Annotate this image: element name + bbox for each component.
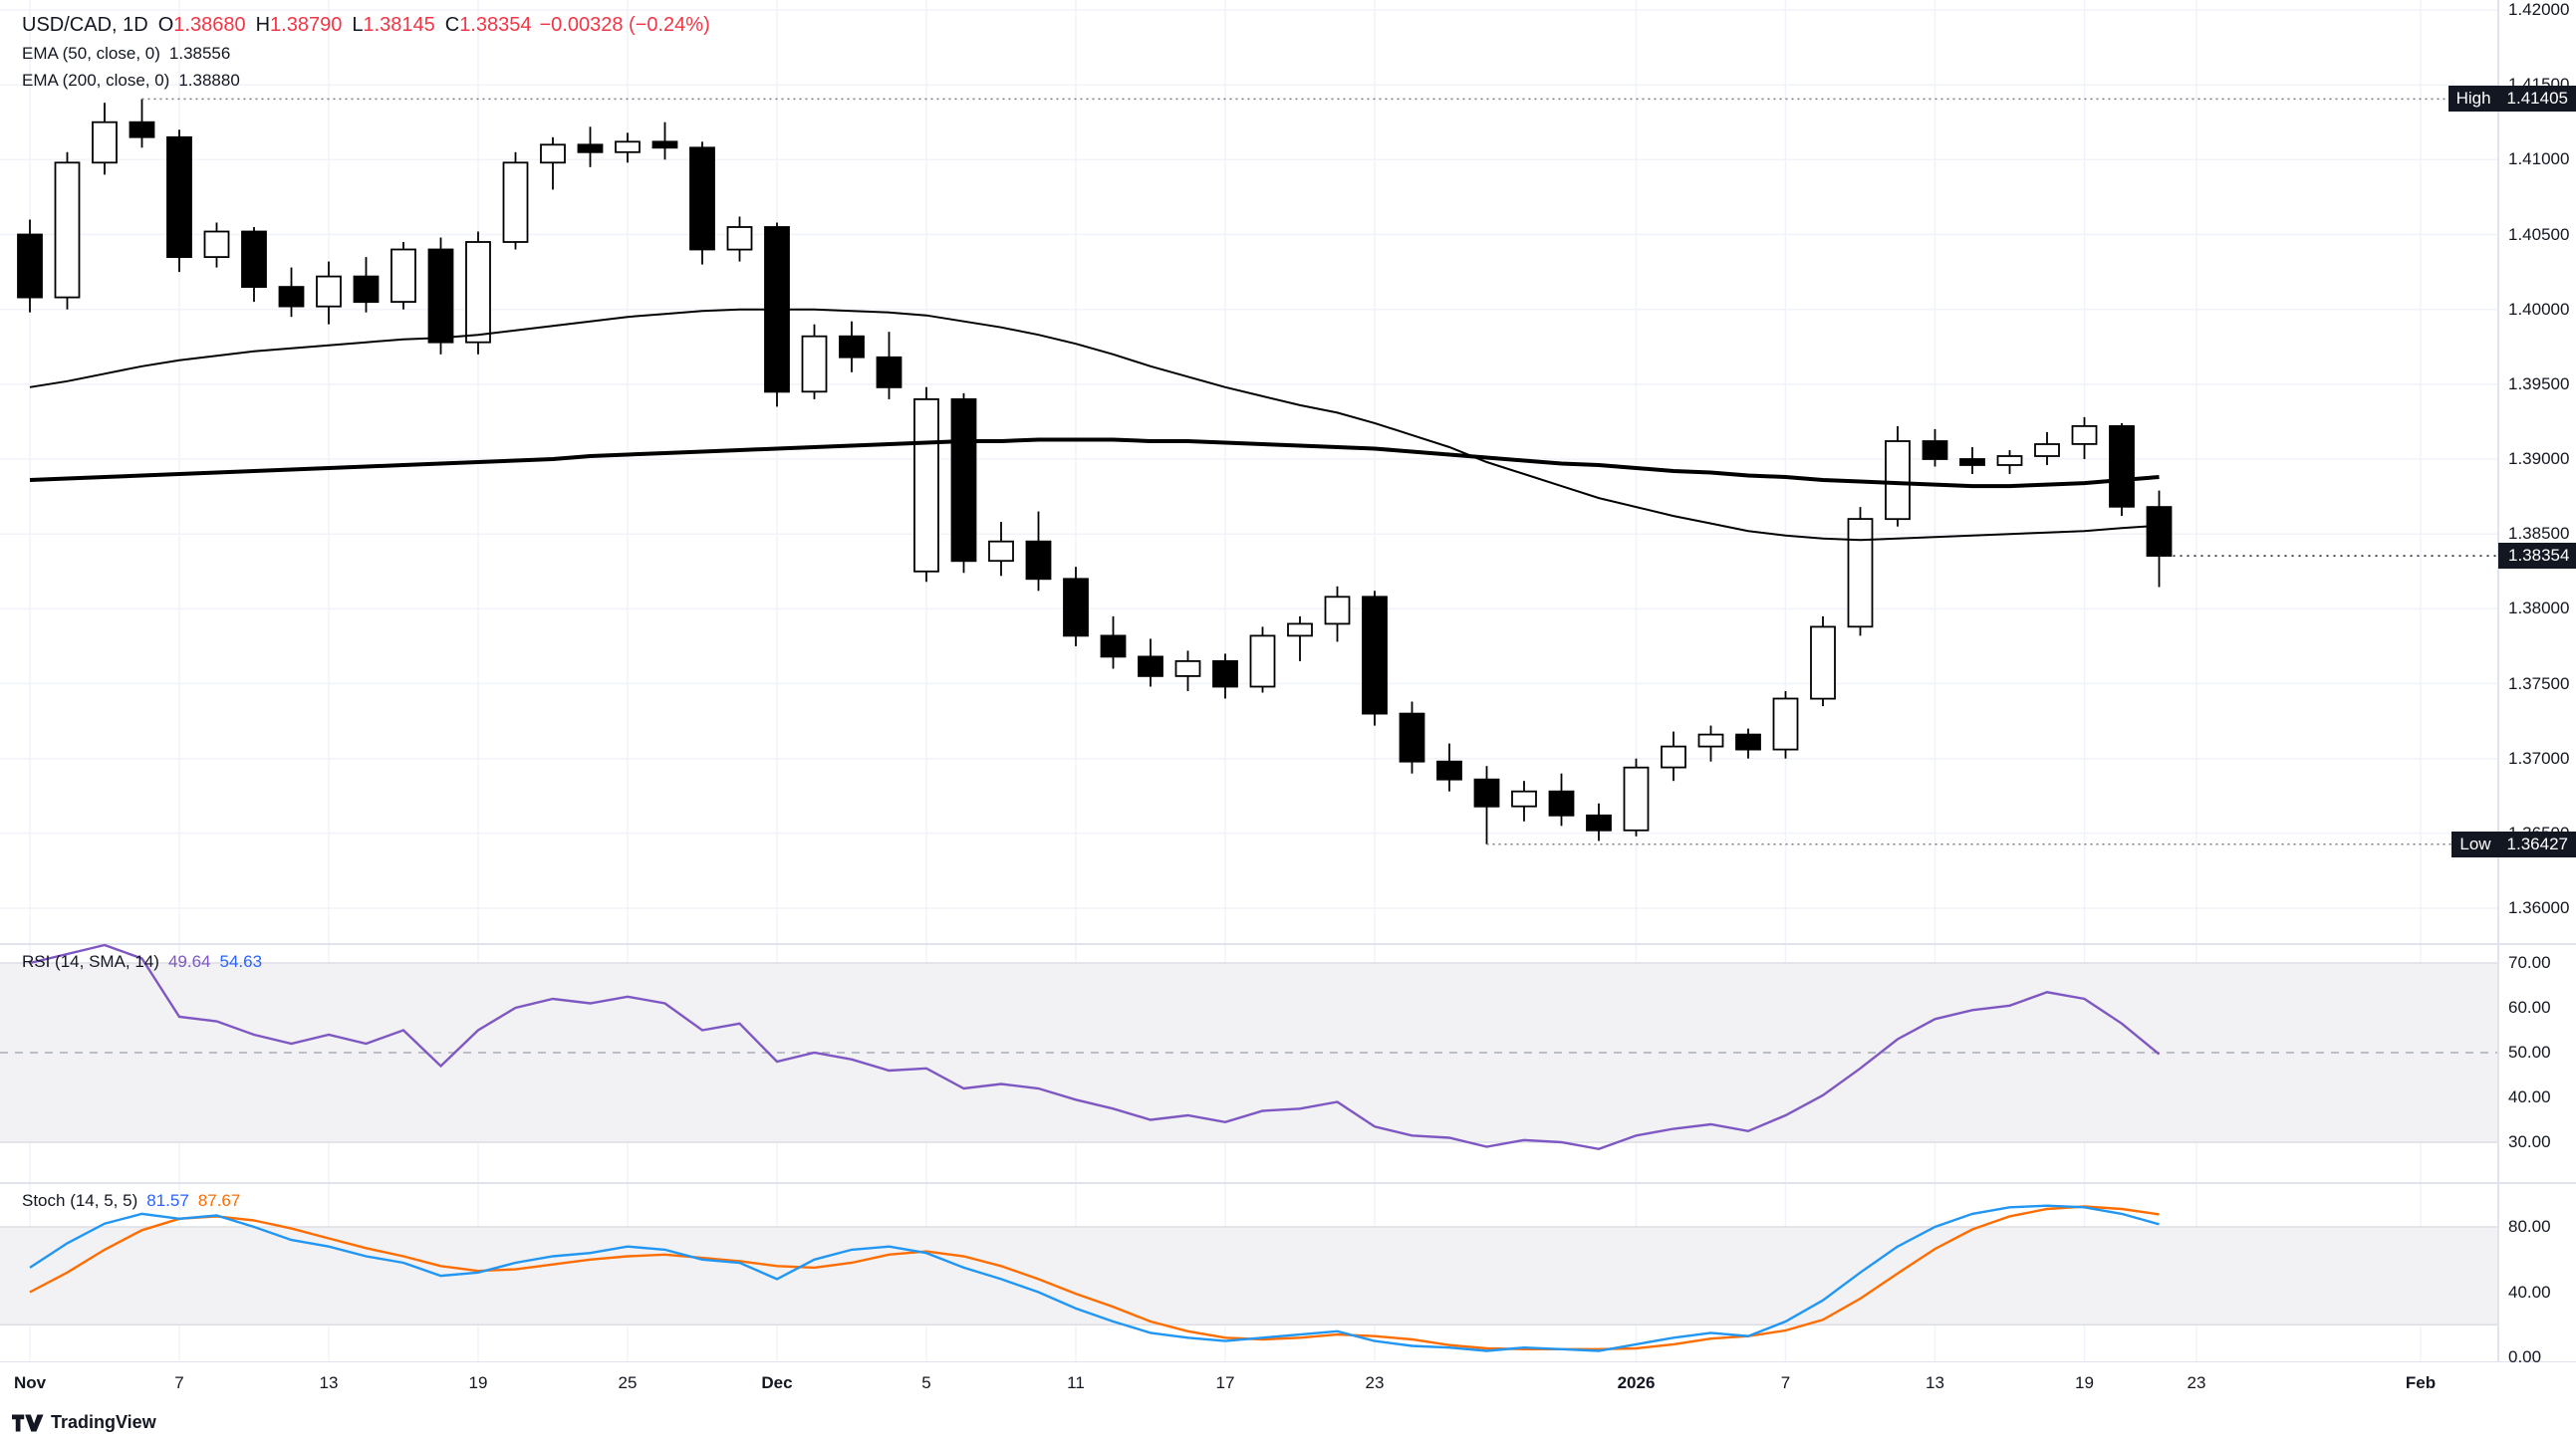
low-label: L: [352, 14, 364, 36]
rsi-tick-label: 60.00: [2508, 998, 2551, 1017]
time-tick-label: 19: [2075, 1373, 2094, 1392]
ema50-line: [29, 308, 2160, 542]
ema200-legend[interactable]: EMA (200, close, 0) 1.38880: [22, 70, 710, 92]
price-tick-label: 1.39500: [2508, 373, 2570, 393]
ema50-legend-label: EMA (50, close, 0): [22, 44, 160, 63]
rsi-tick-label: 70.00: [2508, 953, 2551, 972]
time-tick-label: Dec: [761, 1373, 793, 1392]
low-price-badge: Low 1.36427: [2451, 831, 2576, 857]
high-price-badge: High 1.41405: [2447, 86, 2576, 113]
time-tick-label: 13: [319, 1373, 339, 1392]
price-axis[interactable]: 1.42000 1.41500 1.41000 1.40500 1.40000 1.395…: [2498, 0, 2576, 1366]
high-badge-label: High: [2455, 89, 2491, 109]
ema200-legend-label: EMA (200, close, 0): [22, 71, 170, 90]
rsi-tick-label: 40.00: [2508, 1087, 2551, 1106]
last-badge-value: 1.38354: [2508, 546, 2570, 566]
symbol-legend: USD/CAD, 1D O1.38680 H1.38790 L1.38145 C1.38…: [22, 12, 710, 92]
price-tick-label: 1.37500: [2508, 673, 2570, 693]
time-tick-label: 19: [468, 1373, 488, 1392]
ema200-line: [29, 437, 2160, 489]
stoch-tick-label: 80.00: [2508, 1217, 2551, 1236]
stoch-tick-label: 40.00: [2508, 1282, 2551, 1302]
tradingview-logo-icon: [12, 1414, 44, 1431]
time-tick-label: 2026: [1617, 1373, 1656, 1392]
stoch-k-legend-value: 81.57: [146, 1191, 189, 1210]
high-label: H: [255, 14, 271, 36]
ema50-legend-value: 1.38556: [168, 44, 231, 63]
time-tick-label: Nov: [13, 1373, 47, 1392]
time-tick-label: 11: [1067, 1373, 1085, 1392]
stoch-legend[interactable]: Stoch (14, 5, 5) 81.57 87.67: [22, 1191, 240, 1211]
price-tick-label: 1.38000: [2508, 599, 2570, 618]
time-tick-label: 7: [1780, 1373, 1791, 1392]
time-tick-label: 7: [174, 1373, 184, 1392]
candlestick-series: [17, 99, 2173, 844]
low-value: 1.38145: [363, 14, 435, 36]
price-tick-label: 1.42000: [2508, 0, 2570, 19]
symbol-title[interactable]: USD/CAD, 1D: [22, 14, 148, 36]
tradingview-attribution[interactable]: TradingView: [12, 1412, 156, 1433]
stoch-d-line: [29, 1205, 2160, 1351]
symbol-ohlc-row[interactable]: USD/CAD, 1D O1.38680 H1.38790 L1.38145 C1.38…: [22, 12, 710, 38]
price-tick-label: 1.40000: [2508, 299, 2570, 319]
low-badge-value: 1.36427: [2506, 834, 2568, 853]
rsi-legend[interactable]: RSI (14, SMA, 14) 49.64 54.63: [22, 952, 262, 972]
close-label: C: [444, 14, 460, 36]
stoch-tick-label: 0.00: [2508, 1347, 2542, 1366]
change-value: −0.00328 (−0.24%): [539, 14, 710, 36]
rsi-legend-value: 49.64: [167, 952, 211, 971]
high-badge-value: 1.41405: [2506, 89, 2568, 109]
close-value: 1.38354: [459, 14, 532, 36]
time-tick-label: 23: [2187, 1373, 2206, 1392]
open-label: O: [157, 14, 174, 36]
open-value: 1.38680: [173, 14, 246, 36]
high-value: 1.38790: [270, 14, 343, 36]
tradingview-wordmark: TradingView: [51, 1412, 156, 1432]
time-tick-label: 5: [921, 1373, 931, 1392]
ema200-legend-value: 1.38880: [178, 71, 240, 90]
time-tick-label: 17: [1215, 1373, 1235, 1392]
rsi-line: [29, 943, 2161, 1151]
rsi-ma-legend-value: 54.63: [219, 952, 263, 971]
stoch-d-legend-value: 87.67: [197, 1191, 241, 1210]
rsi-tick-label: 50.00: [2508, 1043, 2551, 1062]
low-badge-label: Low: [2459, 834, 2491, 853]
price-tick-label: 1.40500: [2508, 224, 2570, 244]
last-price-badge: 1.38354: [2498, 543, 2576, 570]
time-tick-label: Feb: [2405, 1373, 2437, 1392]
price-tick-label: 1.41000: [2508, 149, 2570, 169]
price-tick-label: 1.39000: [2508, 449, 2570, 468]
price-tick-label: 1.36000: [2508, 898, 2570, 917]
time-tick-label: 25: [618, 1373, 638, 1392]
rsi-legend-label: RSI (14, SMA, 14): [22, 952, 159, 971]
ema50-legend[interactable]: EMA (50, close, 0) 1.38556: [22, 43, 710, 65]
price-tick-label: 1.37000: [2508, 748, 2570, 768]
time-tick-label: 13: [1926, 1373, 1944, 1392]
time-axis[interactable]: Nov 7 13 19 25 Dec 5 11 17 23 2026 7 13 19 23 Feb: [0, 1362, 2576, 1408]
rsi-tick-label: 30.00: [2508, 1132, 2551, 1151]
time-tick-label: 23: [1365, 1373, 1385, 1392]
stoch-legend-label: Stoch (14, 5, 5): [22, 1191, 138, 1210]
stoch-k-line: [29, 1204, 2160, 1352]
price-tick-label: 1.38500: [2508, 524, 2570, 544]
